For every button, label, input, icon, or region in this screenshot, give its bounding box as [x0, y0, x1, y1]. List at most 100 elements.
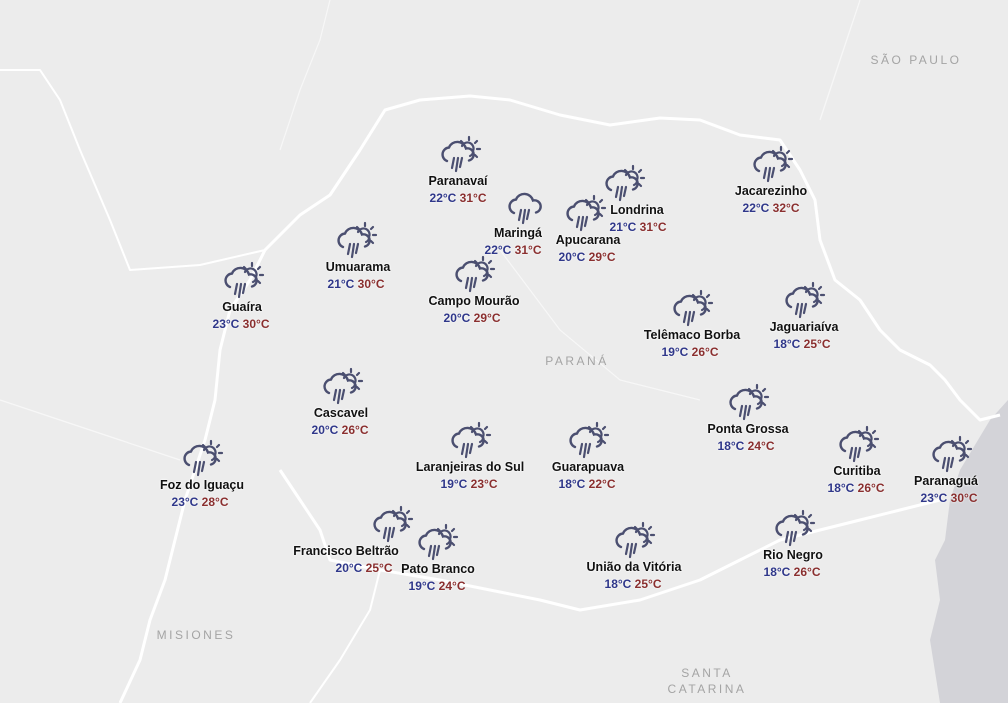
city-name-pato-branco[interactable]: Pato Branco	[401, 562, 475, 576]
max-temp: 26°C	[341, 423, 369, 437]
city-temps-rio-negro: 18°C 26°C	[764, 565, 821, 580]
rain-sun-icon[interactable]	[782, 280, 826, 320]
min-temp: 18°C	[717, 439, 745, 453]
rain-sun-icon[interactable]	[370, 504, 414, 544]
max-temp: 25°C	[803, 337, 831, 351]
rain-sun-icon[interactable]	[438, 134, 482, 174]
city-temps-guaira: 23°C 30°C	[213, 317, 270, 332]
rain-sun-icon[interactable]	[415, 522, 459, 562]
min-temp: 23°C	[212, 317, 240, 331]
max-temp: 31°C	[459, 191, 487, 205]
max-temp: 30°C	[242, 317, 270, 331]
rain-sun-icon[interactable]	[836, 424, 880, 464]
region-label-santa-catarina: SANTA CATARINA	[667, 666, 747, 696]
min-temp: 18°C	[773, 337, 801, 351]
max-temp: 28°C	[201, 495, 229, 509]
min-temp: 20°C	[558, 250, 586, 264]
city-name-rio-negro[interactable]: Rio Negro	[763, 548, 823, 562]
city-temps-umuarama: 21°C 30°C	[328, 277, 385, 292]
city-temps-jaguariaiva: 18°C 25°C	[774, 337, 831, 352]
max-temp: 31°C	[639, 220, 667, 234]
city-name-francisco-beltrao[interactable]: Francisco Beltrão	[293, 544, 399, 558]
city-temps-uniao-da-vitoria: 18°C 25°C	[605, 577, 662, 592]
rain-sun-icon[interactable]	[750, 144, 794, 184]
city-name-telemaco-borba[interactable]: Telêmaco Borba	[643, 328, 741, 342]
rain-sun-icon[interactable]	[452, 254, 496, 294]
city-name-foz-do-iguacu[interactable]: Foz do Iguaçu	[159, 478, 245, 492]
city-temps-foz-do-iguacu: 23°C 28°C	[172, 495, 229, 510]
city-temps-maringa: 22°C 31°C	[485, 243, 542, 258]
min-temp: 22°C	[429, 191, 457, 205]
rain-sun-icon[interactable]	[320, 366, 364, 406]
city-name-guarapuava[interactable]: Guarapuava	[551, 460, 625, 474]
rain-sun-icon[interactable]	[563, 193, 607, 233]
min-temp: 21°C	[609, 220, 637, 234]
city-temps-apucarana: 20°C 29°C	[559, 250, 616, 265]
city-name-paranavai[interactable]: Paranavaí	[428, 174, 488, 188]
max-temp: 22°C	[588, 477, 616, 491]
city-temps-laranjeiras-do-sul: 19°C 23°C	[441, 477, 498, 492]
rain-sun-icon[interactable]	[221, 260, 265, 300]
city-name-ponta-grossa[interactable]: Ponta Grossa	[707, 422, 789, 436]
max-temp: 26°C	[857, 481, 885, 495]
city-temps-jacarezinho: 22°C 32°C	[743, 201, 800, 216]
min-temp: 21°C	[327, 277, 355, 291]
state-border	[0, 69, 1001, 703]
max-temp: 26°C	[793, 565, 821, 579]
city-name-paranagua[interactable]: Paranaguá	[914, 474, 978, 488]
rain-sun-icon[interactable]	[929, 434, 973, 474]
max-temp: 32°C	[772, 201, 800, 215]
min-temp: 22°C	[742, 201, 770, 215]
max-temp: 29°C	[473, 311, 501, 325]
city-name-cascavel[interactable]: Cascavel	[313, 406, 369, 420]
city-name-umuarama[interactable]: Umuarama	[325, 260, 391, 274]
city-temps-francisco-beltrao: 20°C 25°C	[336, 561, 393, 576]
city-name-maringa[interactable]: Maringá	[494, 226, 542, 240]
min-temp: 19°C	[408, 579, 436, 593]
city-temps-telemaco-borba: 19°C 26°C	[662, 345, 719, 360]
min-temp: 23°C	[171, 495, 199, 509]
city-temps-paranavai: 22°C 31°C	[430, 191, 487, 206]
min-temp: 19°C	[440, 477, 468, 491]
rain-sun-icon[interactable]	[566, 420, 610, 460]
min-temp: 18°C	[763, 565, 791, 579]
city-temps-ponta-grossa: 18°C 24°C	[718, 439, 775, 454]
city-name-jaguariaiva[interactable]: Jaguariaíva	[769, 320, 839, 334]
city-temps-guarapuava: 18°C 22°C	[559, 477, 616, 492]
min-temp: 19°C	[661, 345, 689, 359]
city-name-curitiba[interactable]: Curitiba	[833, 464, 881, 478]
min-temp: 18°C	[558, 477, 586, 491]
max-temp: 24°C	[438, 579, 466, 593]
max-temp: 31°C	[514, 243, 542, 257]
rain-icon[interactable]	[505, 186, 549, 226]
city-name-uniao-da-vitoria[interactable]: União da Vitória	[586, 560, 682, 574]
rain-sun-icon[interactable]	[180, 438, 224, 478]
city-name-guaira[interactable]: Guaíra	[222, 300, 262, 314]
city-temps-campo-mourao: 20°C 29°C	[444, 311, 501, 326]
rain-sun-icon[interactable]	[334, 220, 378, 260]
city-temps-pato-branco: 19°C 24°C	[409, 579, 466, 594]
city-name-jacarezinho[interactable]: Jacarezinho	[734, 184, 808, 198]
rain-sun-icon[interactable]	[726, 382, 770, 422]
min-temp: 20°C	[311, 423, 339, 437]
city-temps-paranagua: 23°C 30°C	[921, 491, 978, 506]
rain-sun-icon[interactable]	[602, 163, 646, 203]
city-temps-cascavel: 20°C 26°C	[312, 423, 369, 438]
rain-sun-icon[interactable]	[448, 420, 492, 460]
city-name-laranjeiras-do-sul[interactable]: Laranjeiras do Sul	[415, 460, 525, 474]
city-temps-londrina: 21°C 31°C	[610, 220, 667, 235]
rain-sun-icon[interactable]	[670, 288, 714, 328]
city-name-campo-mourao[interactable]: Campo Mourão	[428, 294, 520, 308]
city-temps-curitiba: 18°C 26°C	[828, 481, 885, 496]
region-label-sao-paulo: SÃO PAULO	[870, 53, 962, 67]
max-temp: 25°C	[365, 561, 393, 575]
max-temp: 23°C	[470, 477, 498, 491]
rain-sun-icon[interactable]	[612, 520, 656, 560]
city-name-londrina[interactable]: Londrina	[610, 203, 664, 217]
max-temp: 29°C	[588, 250, 616, 264]
city-name-apucarana[interactable]: Apucarana	[555, 233, 621, 247]
rain-sun-icon[interactable]	[772, 508, 816, 548]
min-temp: 20°C	[335, 561, 363, 575]
min-temp: 18°C	[827, 481, 855, 495]
